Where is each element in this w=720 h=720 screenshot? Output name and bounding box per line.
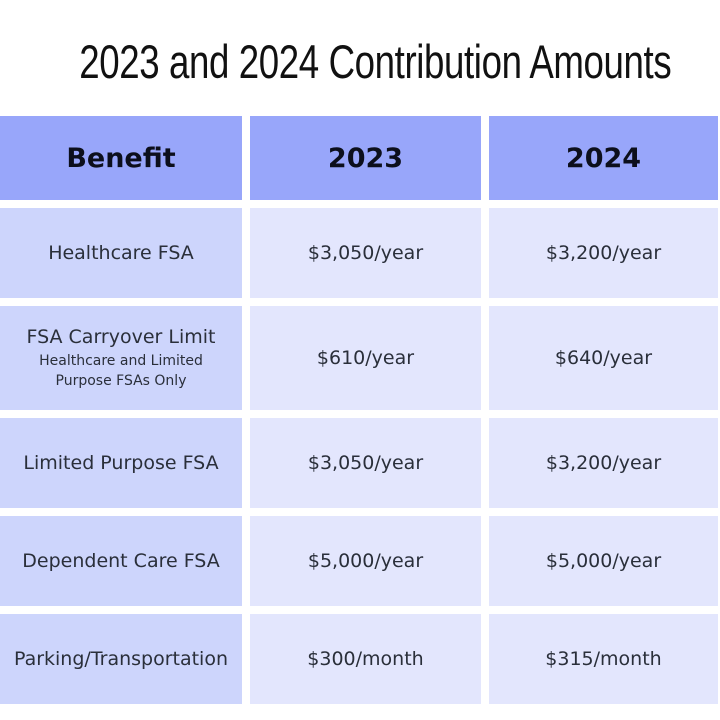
benefit-note-line1: Healthcare and Limited — [39, 353, 203, 369]
benefit-cell: Dependent Care FSA — [0, 516, 242, 606]
table-header-row: Benefit 2023 2024 — [0, 116, 720, 200]
value-2023-cell: $610/year — [250, 306, 481, 410]
benefit-cell: Healthcare FSA — [0, 208, 242, 298]
benefit-label: Dependent Care FSA — [22, 550, 220, 572]
value-2023-cell: $3,050/year — [250, 208, 481, 298]
benefit-label: Healthcare FSA — [48, 242, 194, 264]
value-2023-cell: $3,050/year — [250, 418, 481, 508]
value-2024-cell: $3,200/year — [489, 418, 718, 508]
table-row: Dependent Care FSA $5,000/year $5,000/ye… — [0, 516, 720, 606]
table-row: Limited Purpose FSA $3,050/year $3,200/y… — [0, 418, 720, 508]
value-2024-cell: $640/year — [489, 306, 718, 410]
benefit-cell: FSA Carryover Limit Healthcare and Limit… — [0, 306, 242, 410]
benefit-label: Limited Purpose FSA — [23, 452, 219, 474]
table-row: Parking/Transportation $300/month $315/m… — [0, 614, 720, 704]
header-benefit: Benefit — [0, 116, 242, 200]
value-2024-cell: $5,000/year — [489, 516, 718, 606]
benefit-cell: Limited Purpose FSA — [0, 418, 242, 508]
header-2023: 2023 — [250, 116, 481, 200]
benefit-note: Healthcare and Limited Purpose FSAs Only — [39, 351, 203, 391]
value-2024-cell: $3,200/year — [489, 208, 718, 298]
value-2024-cell: $315/month — [489, 614, 718, 704]
table-row: Healthcare FSA $3,050/year $3,200/year — [0, 208, 720, 298]
value-2023-cell: $5,000/year — [250, 516, 481, 606]
benefit-label: Parking/Transportation — [13, 648, 229, 670]
benefit-label: FSA Carryover Limit — [26, 326, 216, 348]
table-row: FSA Carryover Limit Healthcare and Limit… — [0, 306, 720, 410]
value-2023-cell: $300/month — [250, 614, 481, 704]
page-title: 2023 and 2024 Contribution Amounts — [79, 35, 672, 88]
benefit-cell: Parking/Transportation — [0, 614, 242, 704]
benefit-note-line2: Purpose FSAs Only — [55, 373, 187, 389]
header-2024: 2024 — [489, 116, 718, 200]
